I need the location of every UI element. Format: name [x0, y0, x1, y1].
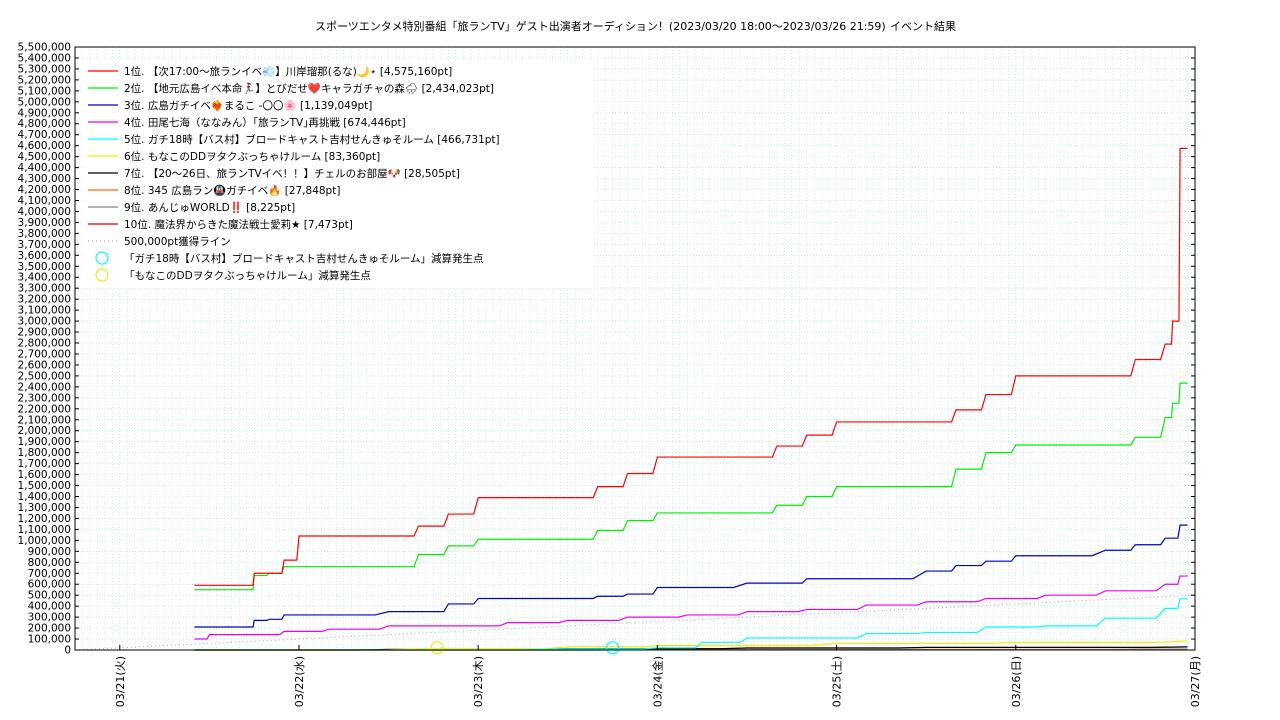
x-axis: 03/21(火) 03/22(水) 03/23(木) 03/24(金) 03/25(土)… — [114, 645, 1202, 707]
legend-marker — [95, 251, 109, 265]
legend-label: 6位. もなこのDDヲタクぶっちゃけルーム [83,360pt] — [124, 150, 380, 163]
legend-label: 1位. 【次17:00～旅ランイベ💨】川岸瑠那(るな)🌙⋆ [4,575,160… — [124, 65, 452, 78]
y-tick-label: 2,600,000 — [18, 359, 71, 371]
y-tick-label: 1,100,000 — [18, 524, 71, 536]
x-tick-label: 03/22(水) — [293, 656, 306, 707]
y-tick-label: 4,200,000 — [18, 184, 71, 196]
y-tick-label: 2,100,000 — [18, 414, 71, 426]
y-tick-label: 2,400,000 — [18, 381, 71, 393]
x-tick-label: 03/23(木) — [472, 656, 485, 707]
y-tick-label: 100,000 — [28, 634, 71, 646]
y-tick-label: 1,300,000 — [18, 502, 71, 514]
y-tick-label: 5,000,000 — [18, 96, 71, 108]
y-tick-label: 300,000 — [28, 612, 71, 624]
legend-label: 「もなこのDDヲタクぶっちゃけルーム」減算発生点 — [124, 269, 371, 282]
series-line — [74, 594, 1196, 651]
x-tick-label: 03/27(月) — [1189, 656, 1202, 707]
y-tick-label: 5,100,000 — [18, 85, 71, 97]
legend-label: 4位. 田尾七海（ななみん）｢旅ランTV｣再挑戦 [674,446pt] — [124, 116, 406, 129]
deduction-marker — [430, 641, 444, 655]
legend-label: 「ガチ18時【バス村】ブロードキャスト吉村せんきゅそルーム」減算発生点 — [124, 252, 484, 265]
y-tick-label: 3,000,000 — [18, 316, 71, 328]
y-tick-label: 1,900,000 — [18, 436, 71, 448]
y-tick-label: 3,800,000 — [18, 228, 71, 240]
y-tick-label: 1,000,000 — [18, 535, 71, 547]
x-tick-label: 03/21(火) — [114, 656, 127, 707]
legend-label: 7位. 【20～26日、旅ランTVイベ！！】チェルのお部屋🐶 [28,505pt… — [124, 167, 460, 180]
y-tick-label: 200,000 — [28, 623, 71, 635]
legend-label: 500,000pt獲得ライン — [124, 235, 231, 248]
y-tick-label: 2,700,000 — [18, 348, 71, 360]
y-tick-label: 3,400,000 — [18, 272, 71, 284]
markers-layer — [430, 641, 620, 655]
y-tick-label: 600,000 — [28, 579, 71, 591]
y-tick-label: 700,000 — [28, 568, 71, 580]
y-tick-label: 1,400,000 — [18, 491, 71, 503]
y-tick-label: 800,000 — [28, 557, 71, 569]
deduction-marker — [605, 641, 620, 655]
y-tick-label: 1,500,000 — [18, 480, 71, 492]
series-line — [194, 598, 1188, 651]
y-tick-label: 2,300,000 — [18, 392, 71, 404]
series-line — [194, 575, 1188, 640]
y-tick-label: 5,500,000 — [18, 42, 71, 54]
legend-label: 2位. 【地元広島イベ本命🏃‍♀️】とびだせ❤️キャラガチャの森🌧 [2,434… — [124, 82, 494, 95]
legend-marker — [95, 268, 109, 282]
y-tick-label: 4,700,000 — [18, 129, 71, 141]
legend-label: 8位. 345 広島ラン🚇ガチイベ🔥 [27,848pt] — [124, 184, 340, 197]
y-tick-label: 2,900,000 — [18, 327, 71, 339]
plot-frame — [74, 46, 1196, 651]
y-tick-label: 400,000 — [28, 601, 71, 613]
legend-label: 9位. あんじゅWORLD‼️ [8,225pt] — [124, 201, 295, 214]
legend-label: 3位. 広島ガチイベ❤️‍🔥まるこ -〇〇🌸 [1,139,049pt] — [124, 99, 372, 112]
y-tick-label: 3,900,000 — [18, 217, 71, 229]
y-tick-label: 3,100,000 — [18, 305, 71, 317]
y-tick-label: 4,300,000 — [18, 173, 71, 185]
y-tick-label: 3,600,000 — [18, 250, 71, 262]
y-tick-label: 1,800,000 — [18, 447, 71, 459]
y-tick-label: 3,700,000 — [18, 239, 71, 251]
y-tick-label: 1,200,000 — [18, 513, 71, 525]
y-tick-label: 900,000 — [28, 546, 71, 558]
y-tick-label: 4,500,000 — [18, 151, 71, 163]
y-tick-label: 5,400,000 — [18, 52, 71, 64]
series-line — [194, 524, 1188, 628]
y-tick-label: 2,200,000 — [18, 403, 71, 415]
y-tick-label: 4,600,000 — [18, 140, 71, 152]
y-tick-label: 3,200,000 — [18, 294, 71, 306]
x-tick-label: 03/25(土) — [831, 656, 844, 707]
y-axis: 0100,000200,000300,000400,000500,000600,… — [18, 42, 1195, 657]
y-tick-label: 4,400,000 — [18, 162, 71, 174]
legend-label: 5位. ガチ18時【バス村】ブロードキャスト吉村せんきゅそルーム [466,73… — [124, 133, 500, 146]
legend: 1位. 【次17:00～旅ランイベ💨】川岸瑠那(るな)🌙⋆ [4,575,160… — [82, 60, 592, 288]
y-tick-label: 3,500,000 — [18, 261, 71, 273]
y-tick-label: 2,000,000 — [18, 425, 71, 437]
series-line — [194, 382, 1188, 591]
y-tick-label: 4,900,000 — [18, 107, 71, 119]
y-tick-label: 1,700,000 — [18, 458, 71, 470]
y-tick-label: 5,200,000 — [18, 74, 71, 86]
y-tick-label: 4,000,000 — [18, 206, 71, 218]
y-tick-label: 3,300,000 — [18, 283, 71, 295]
y-tick-label: 2,500,000 — [18, 370, 71, 382]
y-tick-label: 500,000 — [28, 590, 71, 602]
y-tick-label: 2,800,000 — [18, 338, 71, 350]
legend-background — [82, 60, 592, 288]
series-line — [194, 147, 1188, 586]
y-tick-label: 4,100,000 — [18, 195, 71, 207]
x-tick-label: 03/26(日) — [1010, 656, 1023, 707]
x-tick-label: 03/24(金) — [650, 656, 664, 707]
y-tick-label: 0 — [64, 645, 71, 657]
y-tick-label: 1,600,000 — [18, 469, 71, 481]
y-tick-label: 4,800,000 — [18, 118, 71, 130]
legend-label: 10位. 魔法界からきた魔法戦士愛莉★ [7,473pt] — [124, 218, 353, 231]
y-tick-label: 5,300,000 — [18, 63, 71, 75]
chart-title: スポーツエンタメ特別番組「旅ランTV」ゲスト出演者オーディション！(2023/0… — [315, 19, 886, 33]
chart-subtitle: イベント結果 — [890, 19, 956, 33]
